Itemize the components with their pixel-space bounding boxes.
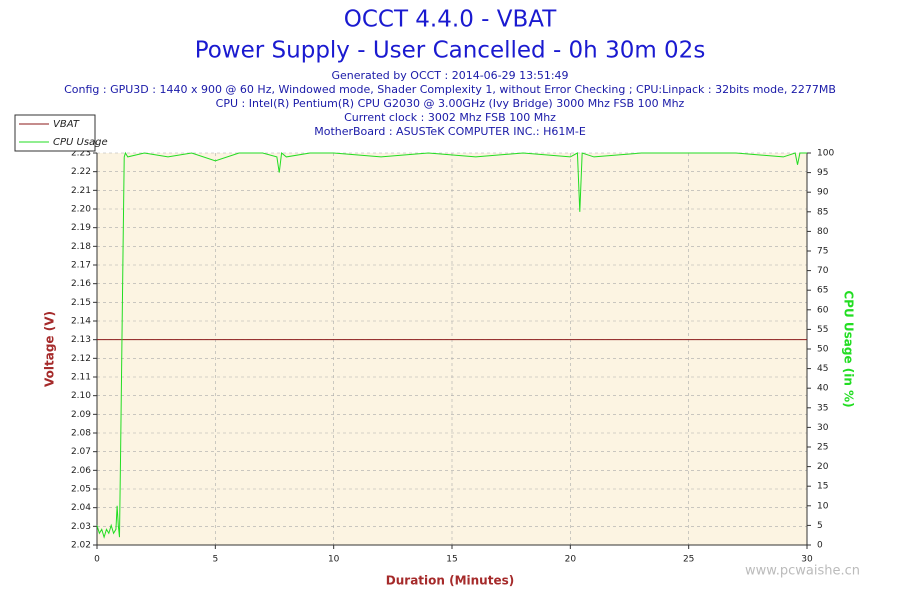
series-line (96, 151, 807, 539)
x-tick-label: 5 (212, 555, 218, 565)
x-axis-label: Duration (Minutes) (386, 574, 514, 588)
y2-tick-label: 65 (817, 286, 828, 296)
y2-tick-label: 35 (817, 403, 828, 413)
y2-tick-label: 5 (817, 521, 823, 531)
y-tick-label: 2.20 (71, 205, 91, 215)
legend-box (14, 114, 96, 152)
y-tick-label: 2.16 (71, 279, 91, 289)
y2-tick-label: 100 (817, 149, 834, 159)
y-tick-label: 2.03 (71, 522, 91, 532)
y2-tick-label: 40 (817, 384, 829, 394)
y-tick-label: 2.10 (71, 391, 91, 401)
y-tick-label: 2.13 (71, 335, 91, 345)
x-tick-label: 15 (446, 555, 457, 565)
y-tick-label: 2.22 (71, 167, 91, 177)
legend-label: VBAT (53, 119, 80, 130)
y-tick-label: 2.23 (71, 149, 91, 159)
x-tick-label: 10 (328, 555, 340, 565)
y2-tick-label: 10 (817, 501, 829, 511)
info-line: MotherBoard : ASUSTeK COMPUTER INC.: H61… (314, 125, 586, 138)
y-tick-label: 2.17 (71, 261, 91, 271)
legend-label: CPU Usage (53, 137, 108, 148)
y-tick-label: 2.02 (71, 541, 91, 551)
x-tick-label: 30 (801, 555, 813, 565)
y2-tick-label: 50 (817, 345, 829, 355)
info-line: Current clock : 3002 Mhz FSB 100 Mhz (344, 111, 556, 124)
info-line: CPU : Intel(R) Pentium(R) CPU G2030 @ 3.… (216, 97, 685, 110)
watermark: www.pcwaishe.cn (745, 564, 860, 579)
y2-tick-label: 95 (817, 168, 828, 178)
info-line: Generated by OCCT : 2014-06-29 13:51:49 (331, 69, 568, 82)
plot-area (97, 153, 807, 545)
y-tick-label: 2.12 (71, 354, 91, 364)
y2-tick-label: 55 (817, 325, 828, 335)
y-tick-label: 2.05 (71, 485, 91, 495)
y2-tick-label: 0 (817, 541, 823, 551)
y-tick-label: 2.07 (71, 447, 91, 457)
y-tick-label: 2.18 (71, 242, 91, 252)
y2-tick-label: 90 (817, 188, 829, 198)
x-tick-label: 25 (683, 555, 694, 565)
y-tick-label: 2.14 (71, 317, 91, 327)
y-tick-label: 2.15 (71, 298, 91, 308)
y-axis-label: Voltage (V) (43, 311, 57, 387)
chart-subtitle: Power Supply - User Cancelled - 0h 30m 0… (195, 38, 706, 64)
y2-axis-label: CPU Usage (in %) (842, 290, 856, 407)
y-tick-label: 2.04 (71, 503, 91, 513)
y2-tick-label: 45 (817, 364, 828, 374)
y2-tick-label: 75 (817, 247, 828, 257)
y2-tick-label: 15 (817, 482, 828, 492)
y-tick-label: 2.09 (71, 410, 91, 420)
y2-tick-label: 70 (817, 266, 829, 276)
y-tick-label: 2.21 (71, 186, 91, 196)
y2-tick-label: 25 (817, 443, 828, 453)
y-tick-label: 2.08 (71, 429, 91, 439)
y-tick-label: 2.11 (71, 373, 91, 383)
y-tick-label: 2.06 (71, 466, 91, 476)
x-tick-label: 0 (94, 555, 100, 565)
y2-tick-label: 20 (817, 462, 829, 472)
y2-tick-label: 60 (817, 305, 829, 315)
info-line: Config : GPU3D : 1440 x 900 @ 60 Hz, Win… (64, 83, 836, 96)
y2-tick-label: 80 (817, 227, 829, 237)
y-tick-label: 2.19 (71, 223, 91, 233)
y2-tick-label: 30 (817, 423, 829, 433)
x-tick-label: 20 (565, 555, 577, 565)
chart-title: OCCT 4.4.0 - VBAT (344, 7, 557, 33)
y2-tick-label: 85 (817, 207, 828, 217)
